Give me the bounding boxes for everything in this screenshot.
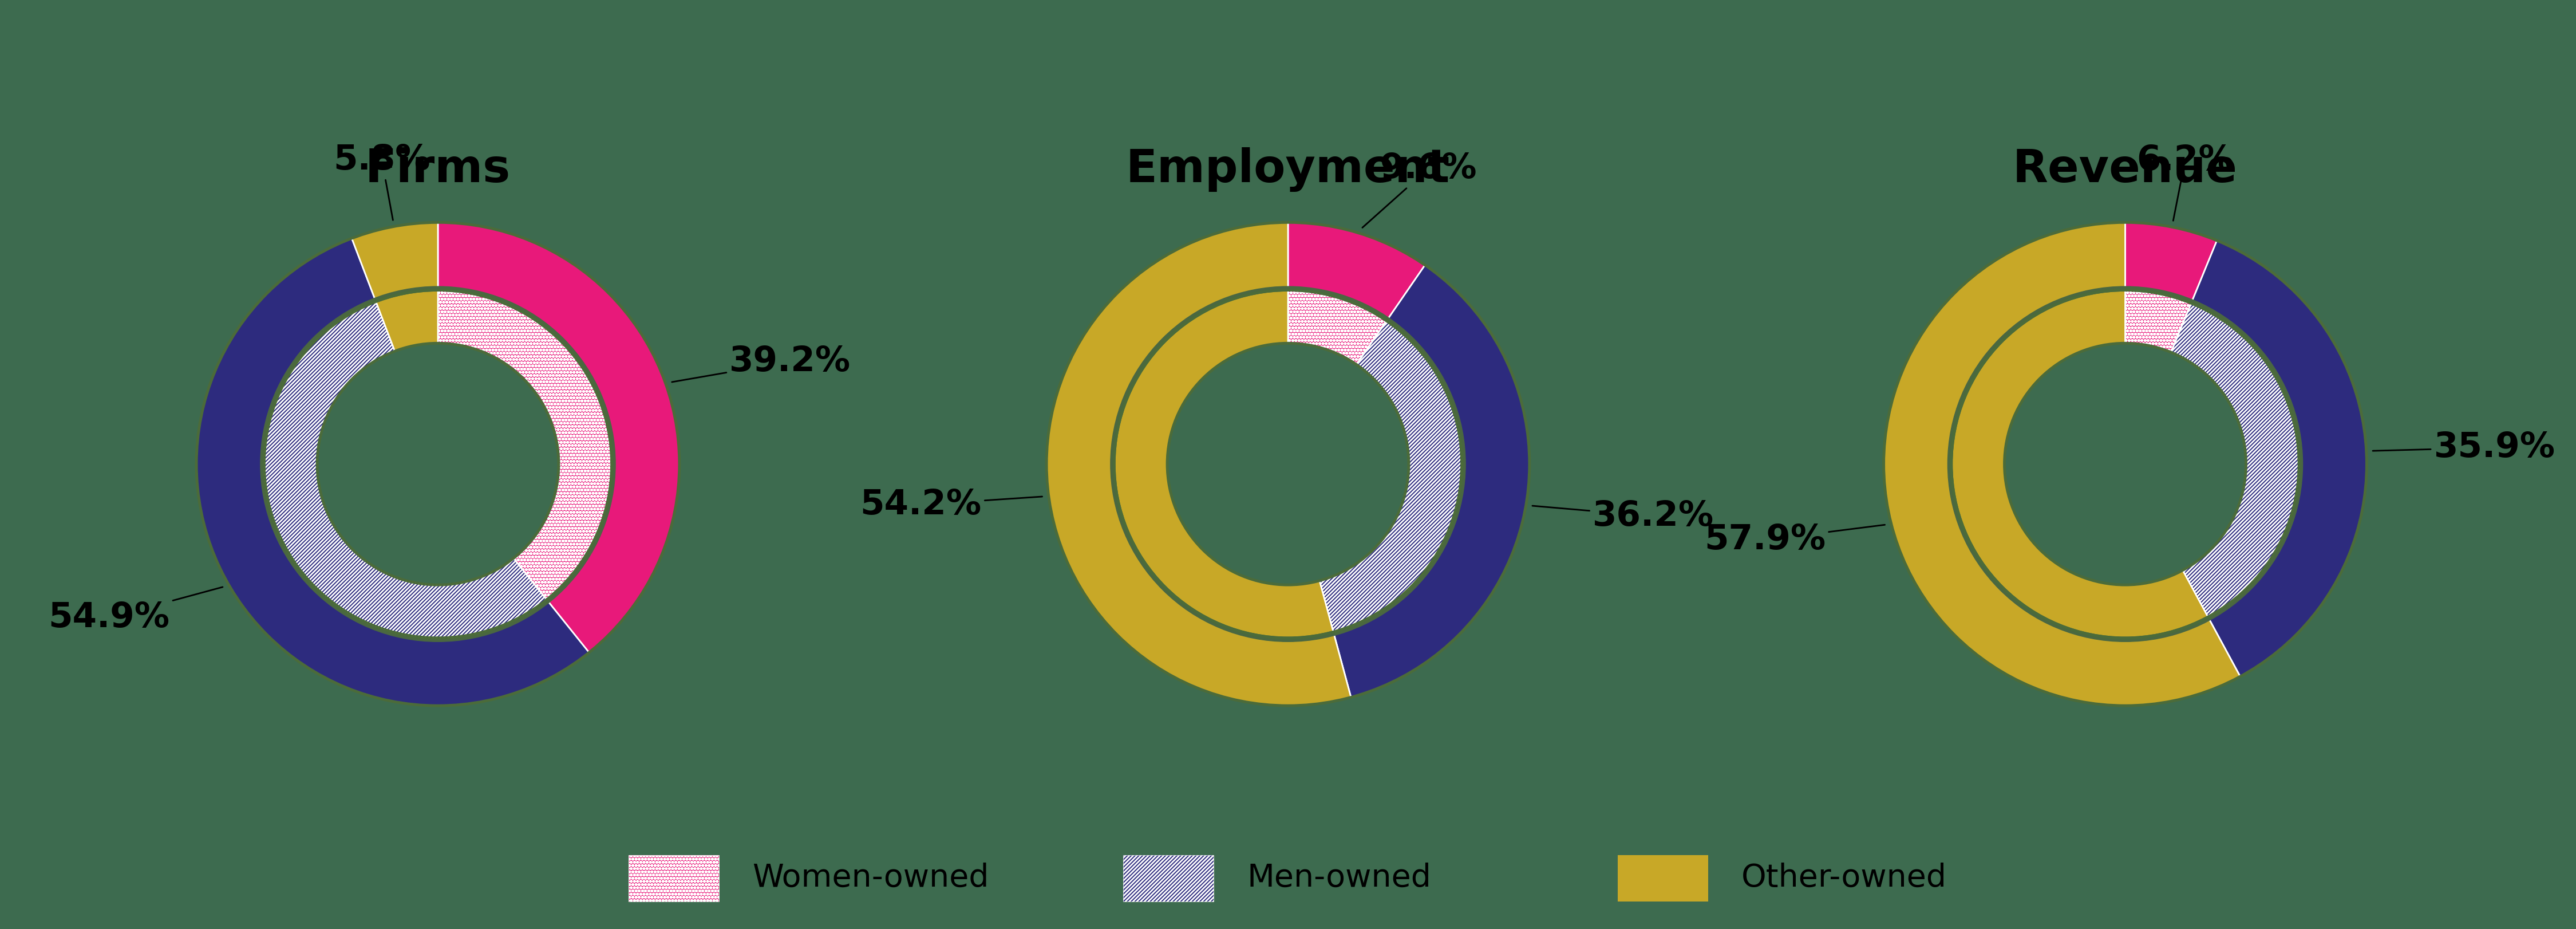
Text: 6.2%: 6.2% [2136, 144, 2233, 221]
Circle shape [1953, 290, 2300, 638]
Wedge shape [2125, 222, 2218, 303]
Circle shape [2004, 343, 2246, 585]
Text: Firms: Firms [366, 147, 510, 191]
Wedge shape [438, 290, 611, 600]
Circle shape [1113, 290, 1463, 638]
Wedge shape [353, 222, 438, 302]
Circle shape [265, 290, 613, 638]
Wedge shape [1319, 321, 1461, 632]
Text: Other-owned: Other-owned [1741, 862, 1947, 894]
Bar [1123, 856, 1213, 901]
Bar [1123, 856, 1213, 901]
Wedge shape [2172, 303, 2298, 617]
Circle shape [1113, 290, 1463, 638]
Wedge shape [1288, 222, 1425, 321]
Bar [629, 856, 719, 901]
Text: 9.6%: 9.6% [1363, 151, 1476, 228]
Circle shape [1947, 286, 2303, 642]
Text: 39.2%: 39.2% [672, 345, 850, 382]
Wedge shape [1334, 265, 1530, 698]
Wedge shape [438, 222, 680, 652]
Wedge shape [1953, 290, 2208, 638]
Text: 54.9%: 54.9% [49, 587, 222, 635]
Circle shape [263, 288, 613, 640]
Circle shape [1950, 288, 2300, 640]
Circle shape [1113, 290, 1463, 638]
Circle shape [317, 343, 559, 585]
Wedge shape [1883, 222, 2241, 706]
Circle shape [260, 286, 616, 642]
Text: Employment: Employment [1126, 147, 1450, 191]
Wedge shape [196, 239, 590, 706]
Text: 54.2%: 54.2% [860, 488, 1043, 521]
Bar [629, 856, 719, 901]
Text: 35.9%: 35.9% [2372, 431, 2555, 464]
Wedge shape [2192, 241, 2367, 676]
Circle shape [1110, 286, 1466, 642]
Wedge shape [1115, 290, 1334, 638]
Wedge shape [376, 290, 438, 351]
Text: 36.2%: 36.2% [1533, 500, 1713, 533]
Text: 57.9%: 57.9% [1705, 523, 1886, 556]
Text: Men-owned: Men-owned [1247, 862, 1432, 894]
Circle shape [1953, 290, 2300, 638]
Wedge shape [1288, 290, 1386, 364]
Text: Women-owned: Women-owned [752, 862, 989, 894]
Bar [1618, 856, 1708, 901]
Circle shape [1167, 343, 1409, 585]
Circle shape [1113, 288, 1463, 640]
Wedge shape [265, 302, 546, 638]
Text: 5.8%: 5.8% [332, 143, 430, 220]
Circle shape [1953, 290, 2300, 638]
Circle shape [265, 290, 613, 638]
Wedge shape [2125, 290, 2192, 352]
Text: Revenue: Revenue [2012, 147, 2239, 191]
Wedge shape [1046, 222, 1350, 706]
Circle shape [265, 290, 613, 638]
